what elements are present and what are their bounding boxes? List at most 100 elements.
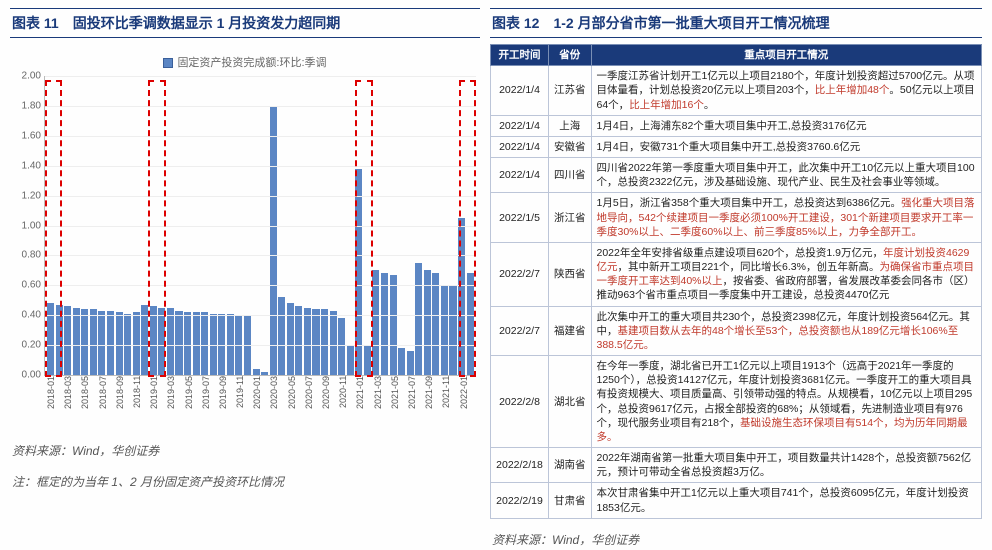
bar — [98, 311, 105, 375]
right-panel: 图表 12 1-2 月部分省市第一批重大项目开工情况梳理 开工时间省份重点项目开… — [490, 8, 982, 535]
bar — [167, 308, 174, 375]
bar — [193, 312, 200, 375]
x-label: 2020-07 — [304, 376, 320, 426]
bar — [304, 308, 311, 375]
cell-desc: 1月4日，安徽731个重大项目集中开工,总投资3760.6亿元 — [591, 136, 982, 157]
chart-title: 图表 11 固投环比季调数据显示 1 月投资发力超同期 — [10, 8, 480, 38]
bar — [201, 312, 208, 375]
y-tick: 2.00 — [15, 71, 41, 82]
bar — [73, 308, 80, 375]
cell-date: 2022/1/4 — [491, 115, 549, 136]
left-panel: 图表 11 固投环比季调数据显示 1 月投资发力超同期 固定资产投资完成额:环比… — [10, 8, 480, 535]
cell-desc: 2022年湖南省第一批重大项目集中开工，项目数量共计1428个，总投资额7562… — [591, 448, 982, 483]
cell-date: 2022/1/5 — [491, 193, 549, 243]
cell-province: 安徽省 — [549, 136, 592, 157]
cell-desc: 此次集中开工的重大项目共230个，总投资2398亿元，年度计划投资564亿元。其… — [591, 306, 982, 356]
cell-desc: 本次甘肃省集中开工1亿元以上重大项目741个，总投资6095亿元，年度计划投资1… — [591, 483, 982, 518]
bar — [64, 306, 71, 375]
gridline — [45, 76, 476, 77]
chart-source: 资料来源：Wind，华创证券 — [10, 440, 480, 461]
x-label: 2018-11 — [132, 376, 148, 426]
chart-legend: 固定资产投资完成额:环比:季调 — [14, 54, 476, 70]
x-label: 2019-05 — [184, 376, 200, 426]
table-row: 2022/1/4四川省四川省2022年第一季度重大项目集中开工，此次集中开工10… — [491, 158, 982, 193]
cell-desc: 2022年全年安排省级重点建设项目620个，总投资1.9万亿元，年度计划投资46… — [591, 242, 982, 306]
bar — [287, 303, 294, 375]
x-label: 2021-05 — [390, 376, 406, 426]
bar — [278, 297, 285, 375]
bar — [338, 318, 345, 375]
cell-province: 江苏省 — [549, 66, 592, 116]
table-body: 2022/1/4江苏省一季度江苏省计划开工1亿元以上项目2180个，年度计划投资… — [491, 66, 982, 519]
x-label: 2019-11 — [235, 376, 251, 426]
cell-province: 浙江省 — [549, 193, 592, 243]
table-header: 重点项目开工情况 — [591, 45, 982, 66]
x-label: 2019-03 — [166, 376, 182, 426]
bar — [158, 308, 165, 375]
x-label: 2018-09 — [115, 376, 131, 426]
x-label: 2021-11 — [441, 376, 457, 426]
x-label: 2021-09 — [424, 376, 440, 426]
bar — [116, 312, 123, 375]
x-label: 2019-09 — [218, 376, 234, 426]
y-tick: 0.80 — [15, 250, 41, 261]
table-row: 2022/2/7福建省此次集中开工的重大项目共230个，总投资2398亿元，年度… — [491, 306, 982, 356]
bar — [253, 369, 260, 375]
x-label: 2018-01 — [46, 376, 62, 426]
bar — [270, 106, 277, 375]
bar — [175, 311, 182, 375]
gridline — [45, 285, 476, 286]
plot-area: 0.000.200.400.600.801.001.201.401.601.80… — [44, 76, 476, 376]
y-tick: 0.60 — [15, 280, 41, 291]
bar — [407, 351, 414, 375]
bar — [432, 273, 439, 375]
y-tick: 0.20 — [15, 340, 41, 351]
bar-chart: 固定资产投资完成额:环比:季调 0.000.200.400.600.801.00… — [10, 44, 480, 434]
table-row: 2022/2/8湖北省在今年一季度，湖北省已开工1亿元以上项目1913个（远高于… — [491, 356, 982, 448]
bar — [415, 263, 422, 375]
x-label: 2018-03 — [63, 376, 79, 426]
gridline — [45, 226, 476, 227]
table-row: 2022/1/4江苏省一季度江苏省计划开工1亿元以上项目2180个，年度计划投资… — [491, 66, 982, 116]
x-axis-labels: 2018-012018-032018-052018-072018-092018-… — [44, 376, 476, 426]
cell-province: 甘肃省 — [549, 483, 592, 518]
bar — [133, 312, 140, 375]
cell-desc: 1月4日，上海浦东82个重大项目集中开工,总投资3176亿元 — [591, 115, 982, 136]
gridline — [45, 196, 476, 197]
bar — [150, 306, 157, 375]
bar — [47, 303, 54, 375]
table-row: 2022/1/5浙江省1月5日，浙江省358个重大项目集中开工，总投资达到638… — [491, 193, 982, 243]
table-row: 2022/2/7陕西省2022年全年安排省级重点建设项目620个，总投资1.9万… — [491, 242, 982, 306]
cell-date: 2022/1/4 — [491, 158, 549, 193]
cell-date: 2022/2/19 — [491, 483, 549, 518]
x-label: 2021-03 — [373, 376, 389, 426]
bar — [449, 285, 456, 375]
cell-province: 湖北省 — [549, 356, 592, 448]
bar — [330, 311, 337, 375]
bar — [355, 169, 362, 375]
bar — [261, 372, 268, 375]
table-row: 2022/1/4安徽省1月4日，安徽731个重大项目集中开工,总投资3760.6… — [491, 136, 982, 157]
bar — [467, 273, 474, 375]
x-label: 2020-09 — [321, 376, 337, 426]
project-table: 开工时间省份重点项目开工情况 2022/1/4江苏省一季度江苏省计划开工1亿元以… — [490, 44, 982, 519]
cell-province: 陕西省 — [549, 242, 592, 306]
x-label: 2019-01 — [149, 376, 165, 426]
bar — [441, 285, 448, 375]
bar — [81, 309, 88, 375]
cell-date: 2022/2/8 — [491, 356, 549, 448]
table-source: 资料来源：Wind，华创证券 — [490, 529, 982, 550]
cell-province: 四川省 — [549, 158, 592, 193]
bar — [312, 309, 319, 375]
x-label: 2019-07 — [201, 376, 217, 426]
bar — [381, 273, 388, 375]
table-row: 2022/2/19甘肃省本次甘肃省集中开工1亿元以上重大项目741个，总投资60… — [491, 483, 982, 518]
y-tick: 1.80 — [15, 100, 41, 111]
bar — [398, 348, 405, 375]
bar — [364, 345, 371, 375]
gridline — [45, 106, 476, 107]
gridline — [45, 315, 476, 316]
x-label: 2022-01 — [459, 376, 475, 426]
x-label: 2020-03 — [269, 376, 285, 426]
y-tick: 1.40 — [15, 160, 41, 171]
